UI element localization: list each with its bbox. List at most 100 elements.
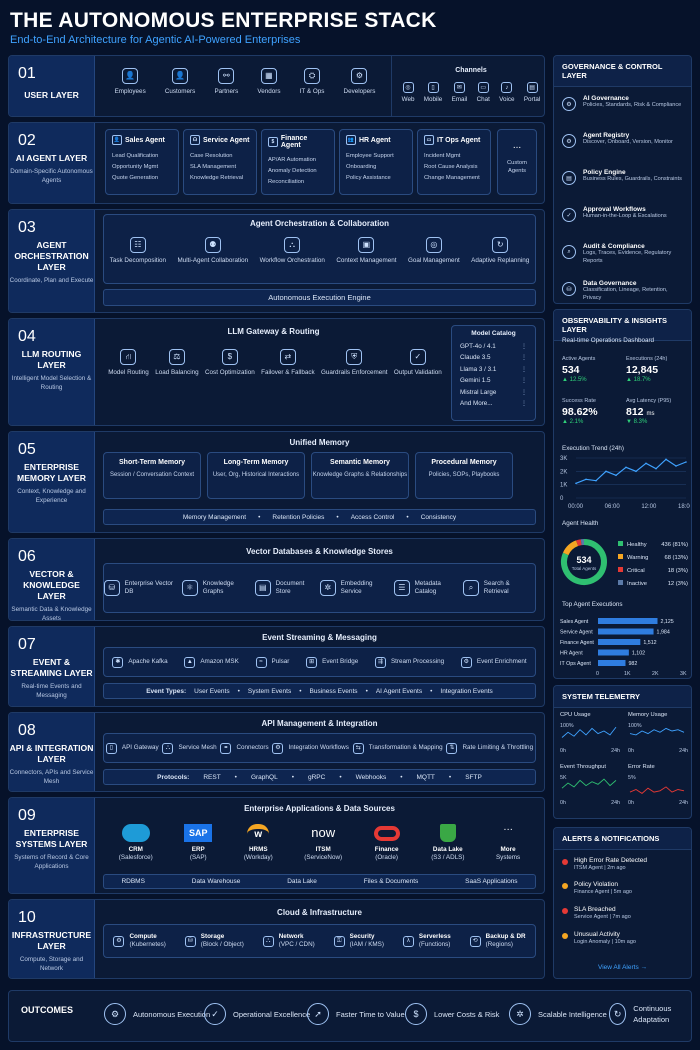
telemetry-line (561, 778, 617, 789)
telemetry-y-label: 5% (628, 775, 636, 781)
gov-audit-compliance[interactable]: ⌕ Audit & Compliance Logs, Traces, Evidenc… (554, 243, 691, 280)
service-agent-card[interactable]: ☊ Service Agent Case Resolution SLA Managem… (183, 129, 257, 195)
integration-workflows[interactable]: ⚙ Integration Workflows (272, 742, 349, 754)
people-icon: 👥 (346, 135, 356, 145)
infra-backup[interactable]: ⟲ Backup & DR (Regions) (469, 933, 526, 949)
stream-processing[interactable]: ⇶ Stream Processing (374, 656, 444, 668)
alert-item[interactable]: Unusual Activity Login Anomaly | 10m ago (562, 931, 687, 945)
event-bridge[interactable]: ⊞ Event Bridge (306, 656, 358, 668)
user-developers[interactable]: ⚙ Developers (344, 68, 375, 96)
user-customers[interactable]: 👤 Customers (165, 68, 195, 96)
rocket-icon: ➚ (307, 1003, 329, 1025)
infra-compute[interactable]: ⚙ Compute (Kubernetes) (113, 933, 166, 949)
shield-icon: ✓ (204, 1003, 226, 1025)
workday-logo: w (247, 824, 270, 842)
knowledge-graphs[interactable]: ⚛ Knowledge Graphs (182, 580, 255, 596)
legend-value: 436 (81%) (661, 542, 688, 548)
procedural-memory[interactable]: Procedural Memory Policies, SOPs, Playboo… (415, 452, 513, 499)
infra-network[interactable]: ⛬ Network (VPC / CDN) (262, 933, 315, 949)
user-partners[interactable]: ⚯ Partners (214, 68, 238, 96)
sales-agent-card[interactable]: 👤 Sales Agent Lead Qualification Opportunit… (105, 129, 179, 195)
bridge-icon: ⊞ (306, 656, 318, 668)
catalog-model[interactable]: And More... ⋮ (460, 400, 527, 408)
workflow-orchestration[interactable]: ⛬ Workflow Orchestration (260, 237, 325, 265)
gov-agent-registry[interactable]: ⚙ Agent Registry Discover, Onboard, Versio… (554, 132, 691, 169)
infra-storage[interactable]: ⛁ Storage (Block / Object) (184, 933, 244, 949)
top-executions-chart: Sales Agent 2,125 Service Agent 1,984 Financ… (560, 618, 687, 677)
rate-limiting[interactable]: ⇅ Rate Limiting & Throttling (446, 742, 533, 754)
app-itsm[interactable]: now ITSM (ServiceNow) (304, 825, 343, 861)
user-employees[interactable]: 👤 Employees (115, 68, 146, 96)
document-store[interactable]: ▤ Document Store (254, 580, 320, 596)
routing-icon: ⛙ (120, 349, 137, 365)
task-decomposition[interactable]: ☷ Task Decomposition (110, 237, 166, 265)
hr-agent-card[interactable]: 👥 HR Agent Employee Support Onboarding Polic… (339, 129, 413, 195)
bar (598, 649, 629, 656)
multi-agent-collaboration[interactable]: ⚉ Multi-Agent Collaboration (177, 237, 248, 265)
goal-management[interactable]: ◎ Goal Management (408, 237, 460, 265)
section-title: Enterprise Applications & Data Sources (244, 804, 395, 813)
bar (598, 618, 658, 624)
short-term-memory[interactable]: Short-Term Memory Session / Conversation … (103, 452, 201, 499)
failover-fallback[interactable]: ⇄ Failover & Fallback (261, 349, 315, 377)
tasks-icon: ☷ (129, 237, 146, 253)
metadata-catalog[interactable]: ☰ Metadata Catalog (393, 580, 463, 596)
infra-security[interactable]: ⚿ Security (IAM / KMS) (333, 933, 384, 949)
service-mesh[interactable]: ⛬ Service Mesh (162, 742, 217, 754)
app-data-lake[interactable]: Data Lake (S3 / ADLS) (431, 824, 464, 862)
gov-ai-governance[interactable]: ⚙ AI Governance Policies, Standards, Risk … (554, 95, 691, 132)
channel-chat[interactable]: ▭ Chat (477, 82, 490, 104)
apache-kafka[interactable]: ✱ Apache Kafka (112, 656, 168, 668)
finance-agent-card[interactable]: $ Finance Agent AP/AR Automation Anomaly De… (261, 129, 335, 195)
x-tick-label: 0 (596, 671, 599, 677)
integration-icon: ⚙ (272, 742, 284, 754)
long-term-memory[interactable]: Long-Term Memory User, Org, Historical In… (207, 452, 305, 499)
guardrails-enforcement[interactable]: ⛨ Guardrails Enforcement (321, 349, 388, 377)
transformation-mapping[interactable]: ⇆ Transformation & Mapping (352, 742, 443, 754)
itops-agent-card[interactable]: ▭ IT Ops Agent Incident Mgmt Root Cause Ana… (417, 129, 491, 195)
amazon-msk[interactable]: ▲ Amazon MSK (184, 656, 239, 668)
catalog-model[interactable]: Gemini 1.5 ⋮ (460, 377, 527, 385)
catalog-model[interactable]: Mistral Large ⋮ (460, 388, 527, 396)
bar-value: 2,125 (661, 619, 674, 625)
event-enrichment[interactable]: ⚙ Event Enrichment (460, 656, 527, 668)
catalog-model[interactable]: GPT-4o / 4.1 ⋮ (460, 343, 527, 350)
channel-email[interactable]: ✉ Email (452, 82, 467, 104)
app-erp[interactable]: SAP ERP (SAP) (184, 824, 213, 862)
infra-serverless[interactable]: λ Serverless (Functions) (402, 933, 451, 949)
search-retrieval[interactable]: ⌕ Search & Retrieval (463, 580, 535, 596)
app-crm[interactable]: CRM (Salesforce) (119, 824, 153, 862)
channel-mobile[interactable]: ▯ Mobile (424, 82, 442, 104)
adaptive-replanning[interactable]: ↻ Adaptive Replanning (471, 237, 529, 265)
output-validation[interactable]: ✓ Output Validation (394, 349, 442, 377)
app-more[interactable]: … More Systems (495, 822, 521, 862)
channel-web[interactable]: ◎ Web (402, 82, 414, 104)
cost-optimization[interactable]: $ Cost Optimization (205, 349, 255, 377)
catalog-model[interactable]: Llama 3 / 3.1 ⋮ (460, 365, 527, 373)
embedding-service[interactable]: ✲ Embedding Service (320, 580, 394, 596)
alert-item[interactable]: Policy Violation Finance Agent | 5m ago (562, 881, 687, 895)
execution-engine-bar[interactable]: Autonomous Execution Engine (103, 289, 536, 306)
custom-agents-card[interactable]: ... Custom Agents (497, 129, 537, 195)
gov-data-governance[interactable]: ⛁ Data Governance Classification, Lineage,… (554, 280, 691, 303)
load-balancing[interactable]: ⚖ Load Balancing (155, 349, 199, 377)
connectors[interactable]: ⚭ Connectors (220, 742, 269, 754)
pulsar[interactable]: ≈ Pulsar (255, 656, 289, 668)
model-routing[interactable]: ⛙ Model Routing (108, 349, 149, 377)
semantic-memory[interactable]: Semantic Memory Knowledge Graphs & Relati… (311, 452, 409, 499)
catalog-model[interactable]: Claude 3.5 ⋮ (460, 354, 527, 362)
alert-item[interactable]: High Error Rate Detected ITSM Agent | 2m … (562, 857, 687, 871)
view-all-alerts-link[interactable]: View All Alerts → (597, 964, 647, 971)
enterprise-vector-db[interactable]: ⛁ Enterprise Vector DB (104, 580, 182, 596)
api-gateway[interactable]: ▯ API Gateway (105, 742, 159, 754)
user-itops[interactable]: ⛭ IT & Ops (300, 68, 324, 96)
alert-item[interactable]: SLA Breached Service Agent | 7m ago (562, 906, 687, 920)
channel-voice[interactable]: ♪ Voice (499, 82, 515, 104)
gov-approval-workflows[interactable]: ✓ Approval Workflows Human-in-the-Loop & E… (554, 206, 691, 243)
gov-policy-engine[interactable]: ▤ Policy Engine Business Rules, Guardrails… (554, 169, 691, 206)
app-finance[interactable]: Finance (Oracle) (373, 824, 400, 862)
context-management[interactable]: ▣ Context Management (336, 237, 397, 265)
channel-portal[interactable]: ▤ Portal (524, 82, 540, 104)
app-hrms[interactable]: w HRMS (Workday) (244, 824, 273, 862)
user-vendors[interactable]: ▦ Vendors (257, 68, 281, 96)
